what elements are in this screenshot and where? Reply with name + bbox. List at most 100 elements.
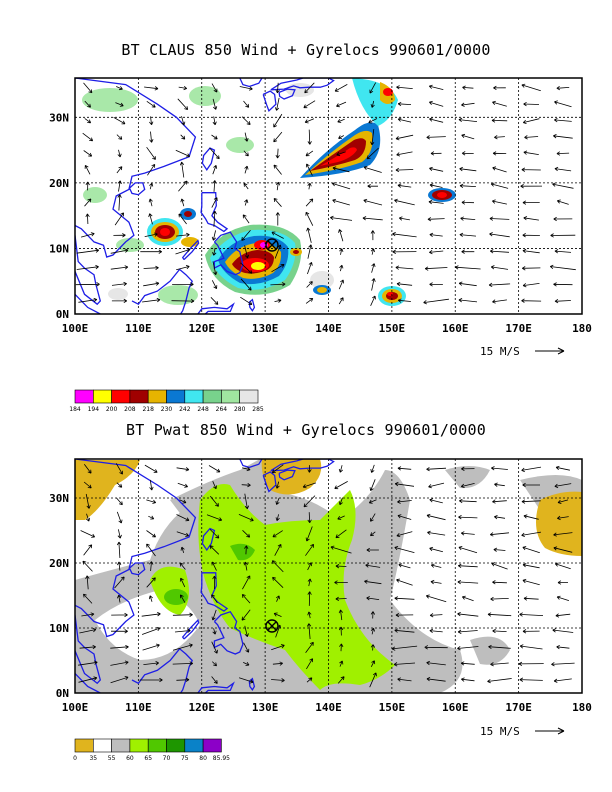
- wind-arrow: [522, 233, 540, 238]
- wind-arrow: [243, 182, 249, 190]
- wind-arrow: [394, 546, 415, 553]
- wind-arrow: [76, 248, 100, 254]
- wind-arrow: [457, 646, 479, 651]
- y-tick-label: 0N: [56, 308, 69, 321]
- x-tick-label: 180: [572, 322, 592, 335]
- x-tick-label: 130E: [252, 701, 279, 714]
- wind-arrow: [490, 265, 509, 270]
- wind-arrow: [212, 481, 217, 490]
- legend-swatch: [147, 738, 167, 753]
- wind-arrow: [305, 211, 314, 226]
- legend-swatch: [74, 389, 94, 404]
- wind-arrow: [181, 116, 186, 126]
- wind-arrow: [270, 282, 286, 287]
- wind-arrow: [338, 609, 344, 621]
- wind-arrow: [555, 613, 571, 618]
- wind-arrow: [146, 530, 156, 538]
- wind-arrow: [461, 200, 475, 205]
- convective-cell-east: [428, 188, 456, 202]
- wind-arrow: [492, 151, 507, 156]
- wind-arrow: [240, 262, 253, 274]
- wind-arrow: [144, 232, 158, 237]
- wind-arrow: [271, 231, 284, 239]
- wind-arrow: [143, 661, 159, 666]
- wind-arrow: [305, 298, 314, 304]
- wind-arrow: [554, 100, 572, 108]
- wind-arrow: [523, 101, 540, 107]
- wind-arrow: [84, 100, 91, 108]
- x-tick-label: 120E: [189, 322, 216, 335]
- wind-arrow: [392, 249, 417, 254]
- wind-arrow: [176, 232, 190, 238]
- wind-arrow: [368, 499, 377, 504]
- legend-swatch: [166, 738, 186, 753]
- wind-arrow: [461, 677, 475, 682]
- wind-arrow: [521, 266, 541, 271]
- wind-arrow: [176, 467, 190, 472]
- wind-arrow: [307, 129, 312, 145]
- coastline-segment: [239, 78, 263, 88]
- wind-arrow: [144, 464, 158, 473]
- wind-arrow: [366, 596, 380, 601]
- wind-arrow: [241, 594, 251, 604]
- wind-arrow: [521, 298, 542, 303]
- wind-arrow: [397, 298, 411, 303]
- wind-arrow: [212, 180, 217, 192]
- wind-arrow: [429, 100, 444, 107]
- coastline-segment: [248, 298, 256, 312]
- wind-arrow: [275, 82, 280, 94]
- wind-arrow: [489, 249, 510, 254]
- wind-arrow: [339, 660, 344, 667]
- wind-arrow: [458, 298, 478, 303]
- wind-arrow: [211, 280, 218, 290]
- wind-arrow: [427, 530, 446, 536]
- wind-arrow: [242, 530, 251, 538]
- wind-arrow: [489, 532, 510, 537]
- pwat-colorbar-legend: 0 35 55 60 65 70 75 80 85.95: [73, 738, 230, 762]
- legend-swatch: [184, 738, 204, 753]
- legend-swatch: [202, 389, 222, 404]
- y-tick-label: 10N: [49, 242, 69, 255]
- wind-arrow: [334, 481, 348, 490]
- wind-arrow: [141, 627, 161, 635]
- wind-arrow: [335, 596, 347, 602]
- wind-arrow: [429, 117, 444, 123]
- wind-arrow: [430, 151, 442, 156]
- wind-arrow: [116, 482, 123, 488]
- wind-arrow: [460, 483, 475, 488]
- wind-arrow: [556, 595, 570, 601]
- wind-arrow: [149, 116, 154, 126]
- wind-arrow: [307, 244, 313, 259]
- wind-arrow: [330, 545, 352, 554]
- pwat-precipitable-water-field: [75, 459, 582, 693]
- pwat-axis-ticks: 100E 110E 120E 130E 140E 150E 160E 170E 180 30N 20…: [49, 492, 592, 714]
- wind-arrow: [461, 102, 475, 107]
- claus-wind-vectors: [75, 82, 576, 306]
- wind-arrow: [338, 497, 343, 506]
- wind-arrow: [139, 677, 163, 683]
- wind-arrow: [457, 579, 479, 585]
- wind-arrow: [429, 166, 444, 172]
- wind-arrow: [365, 563, 381, 568]
- wind-arrow: [371, 263, 376, 273]
- wind-arrow: [179, 577, 186, 588]
- claus-gridlines: [75, 78, 582, 314]
- wind-arrow: [116, 511, 123, 524]
- legend-label: 85.95: [213, 755, 230, 762]
- wind-arrow: [85, 181, 90, 191]
- wind-arrow: [398, 216, 410, 221]
- wind-arrow: [398, 563, 411, 569]
- wind-arrow: [180, 594, 186, 603]
- coastline-segment: [75, 459, 197, 638]
- wind-arrow: [242, 214, 250, 224]
- wind-arrow: [271, 644, 285, 651]
- wind-arrow: [552, 182, 574, 189]
- wind-arrow: [212, 261, 218, 276]
- wind-arrow: [458, 546, 478, 554]
- wind-arrow: [115, 102, 124, 107]
- wind-arrow: [490, 596, 509, 602]
- wind-arrow: [336, 101, 347, 108]
- wind-arrow: [457, 629, 478, 634]
- wind-arrow: [78, 676, 98, 683]
- wind-arrow: [242, 575, 251, 590]
